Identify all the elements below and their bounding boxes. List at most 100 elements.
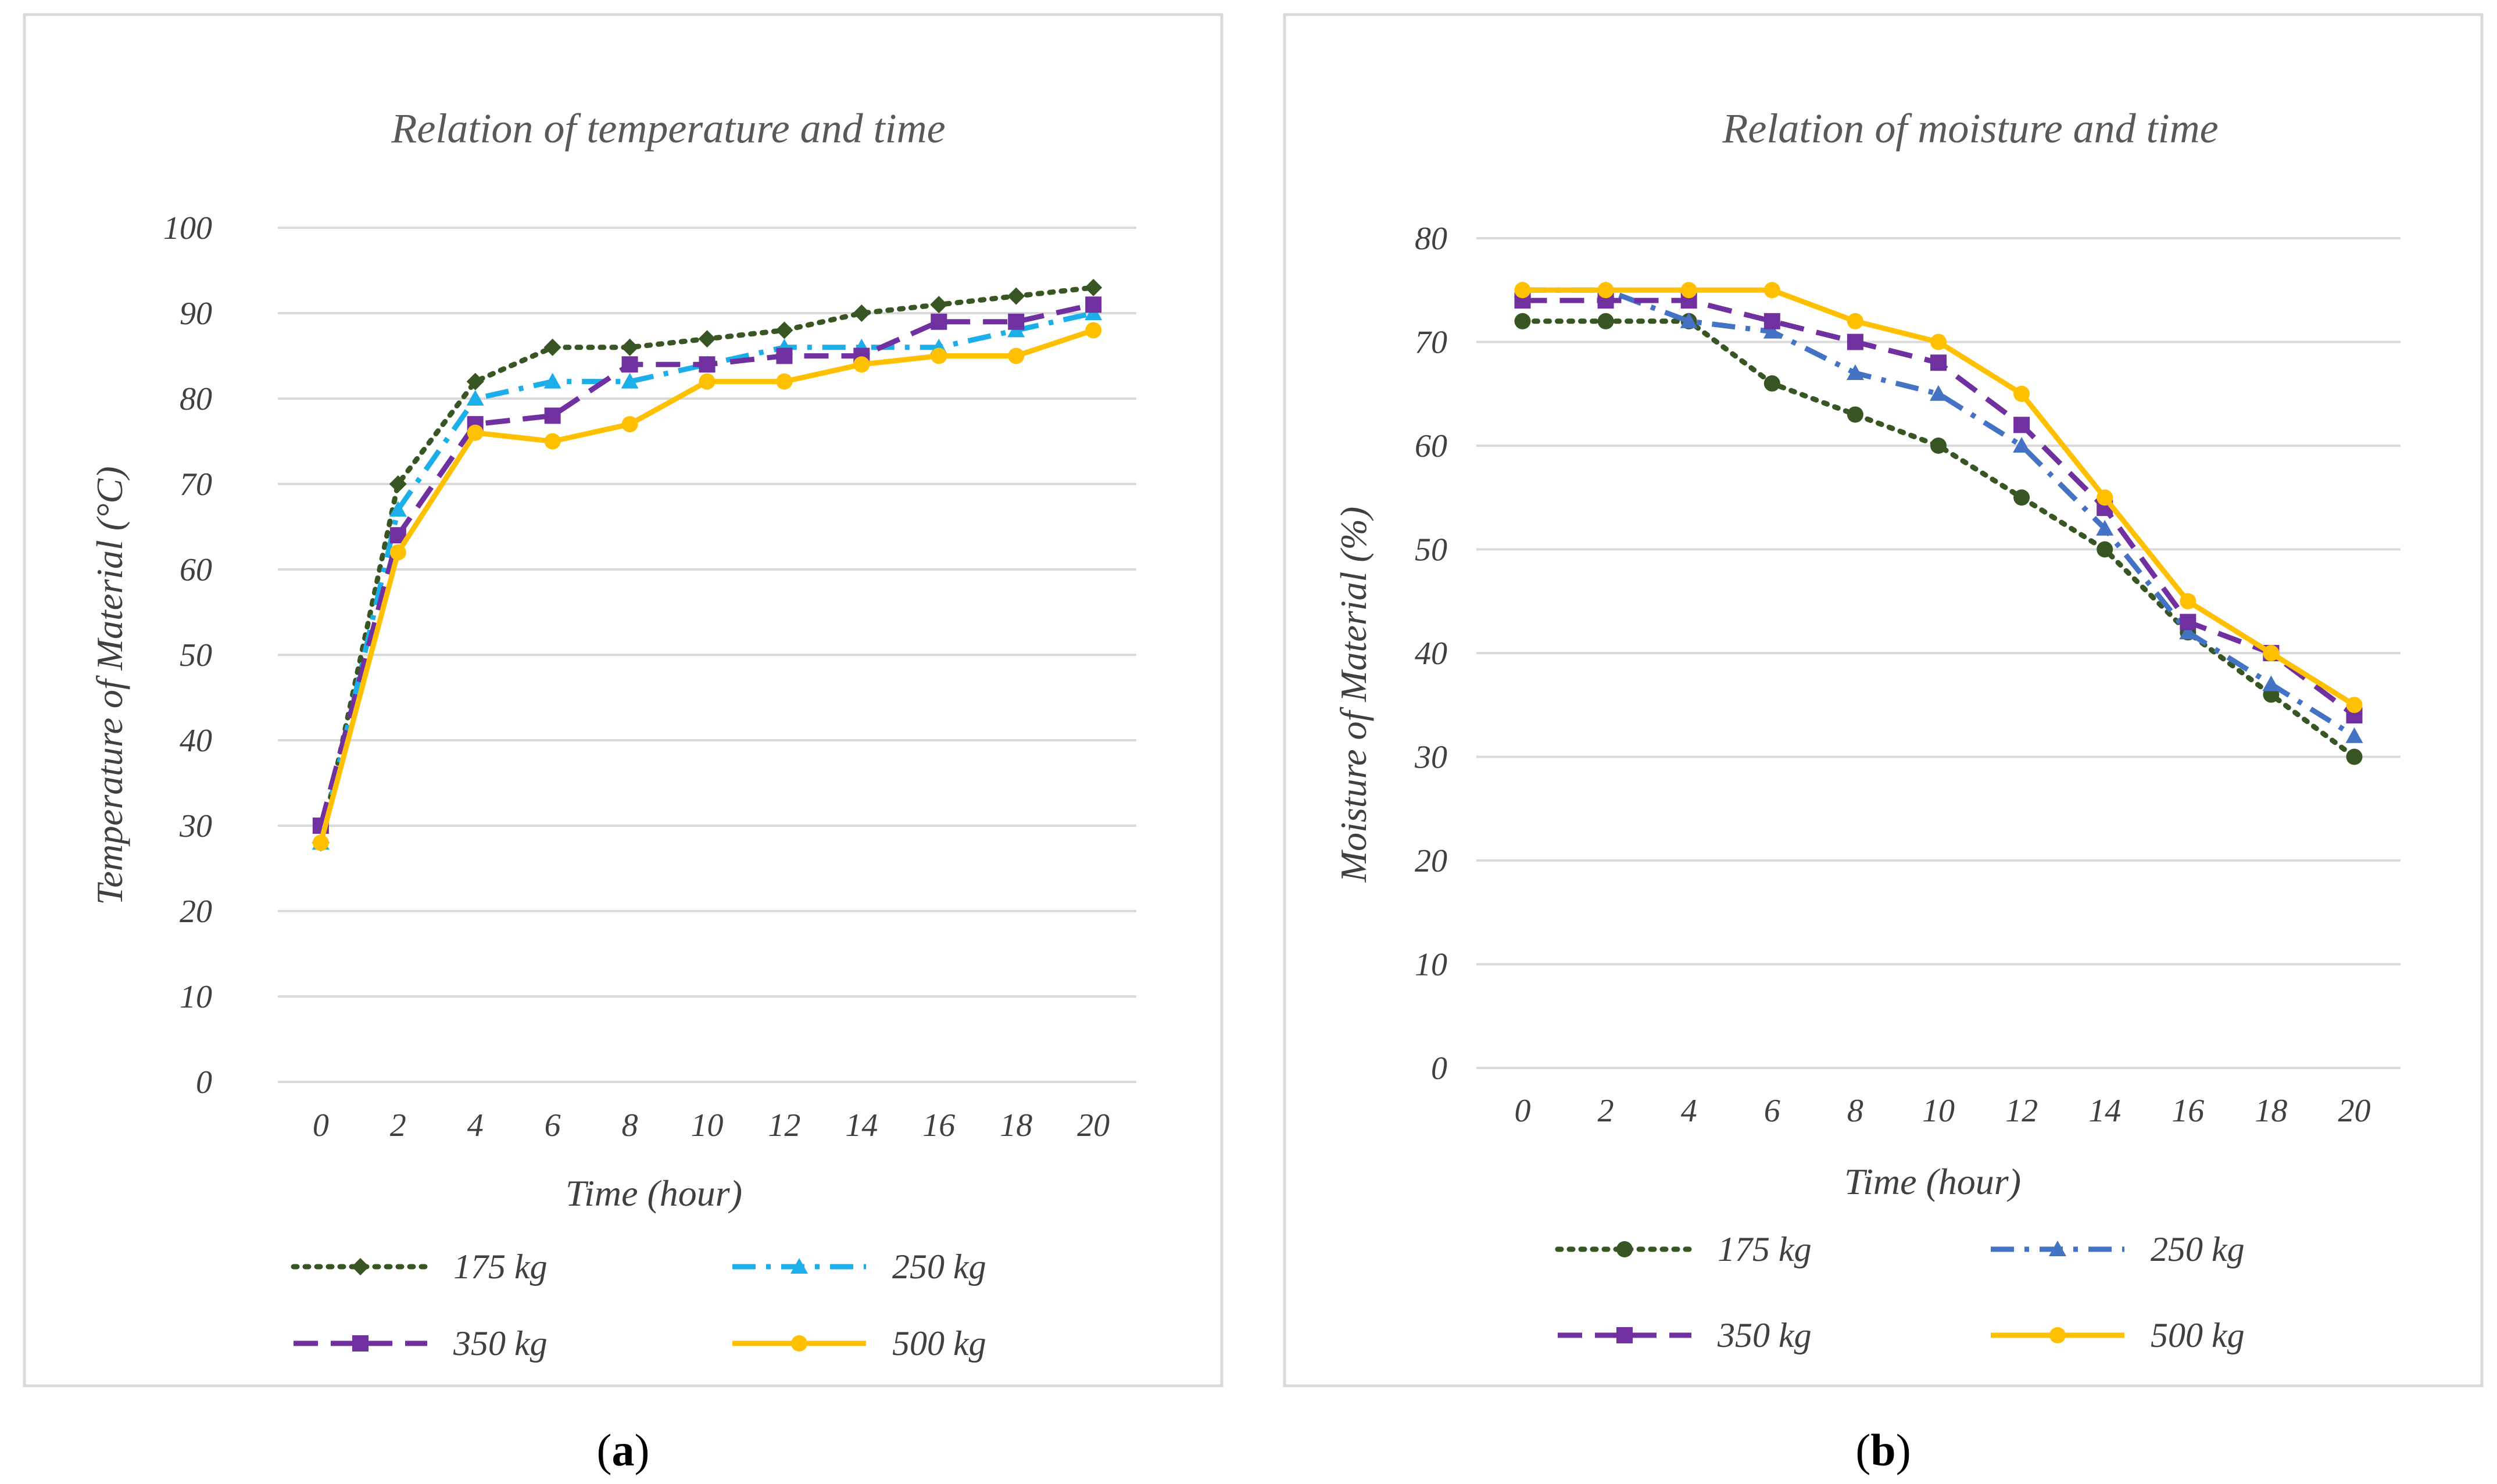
data-point-250-kg [2262,675,2280,691]
series-layer [1514,281,2363,765]
data-point-500-kg [389,544,406,561]
legend-label: 500 kg [892,1324,986,1363]
data-point-175-kg [1514,313,1531,329]
series-line-250-kg [1522,287,2356,739]
data-point-175-kg [930,296,948,314]
data-point-175-kg [775,321,793,339]
data-point-175-kg [621,338,639,356]
x-tick-label: 18 [1000,1107,1032,1144]
y-tick-label: 0 [196,1064,212,1101]
data-point-175-kg [1597,313,1614,329]
data-point-250-kg [389,501,407,517]
x-tick-label: 4 [467,1107,484,1144]
legend-marker [1616,1327,1633,1343]
legend-marker [1616,1241,1633,1257]
data-point-350-kg [1085,296,1102,313]
data-point-500-kg [2263,645,2280,661]
data-point-250-kg [1930,385,1947,401]
y-tick-label: 70 [180,467,212,503]
y-tick-labels: 0 10 20 30 40 50 60 70 80 90 100 [163,210,212,1101]
y-tick-label: 0 [1431,1051,1447,1087]
chart-title: Relation of temperature and time [391,105,945,152]
data-point-500-kg [1680,282,1697,299]
y-tick-label: 80 [1415,221,1447,257]
data-point-175-kg [853,304,871,322]
data-point-500-kg [621,416,638,433]
x-tick-label: 16 [2172,1093,2204,1129]
data-point-250-kg [1846,364,1864,381]
y-tick-label: 60 [180,552,212,588]
caption-a: (a) [597,1425,650,1475]
data-point-500-kg [544,433,561,450]
data-point-175-kg [1085,278,1103,296]
data-point-500-kg [1763,282,1780,299]
data-point-175-kg [466,372,484,390]
data-point-500-kg [2013,385,2030,402]
data-point-350-kg [776,347,793,364]
data-point-250-kg [621,372,639,389]
data-point-175-kg [2097,541,2113,558]
data-point-175-kg [698,330,716,348]
data-point-175-kg [389,475,407,493]
data-point-350-kg [1763,313,1780,329]
data-point-350-kg [544,407,561,424]
y-tick-label: 40 [180,723,212,759]
y-tick-label: 10 [180,979,212,1015]
data-point-350-kg [621,356,638,373]
legend-marker [2049,1327,2066,1343]
data-point-350-kg [1847,334,1863,350]
data-point-500-kg [2346,697,2363,714]
chart-panel-temperature: Relation of temperature and time 0102030… [23,13,1224,1388]
x-tick-label: 14 [845,1107,878,1144]
data-point-500-kg [1597,282,1614,299]
data-point-350-kg [1008,313,1025,330]
legend-label: 350 kg [1717,1316,1812,1354]
x-tick-label: 0 [1515,1093,1531,1129]
y-tick-label: 10 [1415,947,1447,983]
legend: 175 kg 250 kg 350 kg 500 kg [291,1248,986,1363]
data-point-500-kg [1514,282,1531,299]
x-tick-label: 6 [545,1107,561,1144]
data-point-250-kg [2179,623,2197,640]
data-point-500-kg [467,424,484,441]
y-tick-label: 20 [1415,843,1447,879]
data-point-350-kg [2180,614,2196,630]
x-tick-label: 4 [1681,1093,1697,1129]
y-tick-label: 90 [180,296,212,332]
y-tick-label: 20 [180,894,212,930]
y-tick-label: 60 [1415,428,1447,464]
legend-marker [791,1335,807,1352]
chart-panel-moisture: Relation of moisture and time 0102030405… [1283,13,2484,1388]
gridlines [278,227,1136,1083]
data-point-500-kg [1847,313,1863,329]
x-tick-label: 2 [390,1107,406,1144]
x-tick-label: 8 [1847,1093,1863,1129]
series-layer [312,278,1103,852]
legend-marker [790,1258,808,1274]
x-tick-label: 12 [2005,1093,2038,1129]
y-tick-label: 50 [180,637,212,673]
data-point-250-kg [543,372,561,389]
caption-b-letter: b [1870,1425,1895,1475]
x-tick-label: 14 [2088,1093,2121,1129]
data-point-175-kg [2013,489,2030,506]
x-tick-label: 2 [1598,1093,1614,1129]
data-point-175-kg [1007,287,1025,305]
data-point-350-kg [699,356,716,373]
chart-frame [1283,13,2484,1388]
data-point-350-kg [2013,417,2030,433]
y-tick-label: 100 [163,210,212,246]
x-axis-label: Time (hour) [566,1173,742,1214]
x-tick-label: 6 [1764,1093,1780,1129]
data-point-250-kg [2345,727,2363,743]
y-axis-label: Temperature of Material (°C) [89,466,130,905]
x-tick-label: 20 [2338,1093,2371,1129]
x-axis-label: Time (hour) [1844,1161,2021,1202]
y-tick-labels: 0 10 20 30 40 50 60 70 80 [1414,221,1447,1087]
x-tick-labels: 0 2 4 6 8 10 12 14 16 18 20 [1515,1093,2371,1129]
data-point-250-kg [466,390,484,406]
data-point-500-kg [1085,322,1102,339]
legend-marker [352,1335,369,1352]
data-point-500-kg [312,834,329,851]
